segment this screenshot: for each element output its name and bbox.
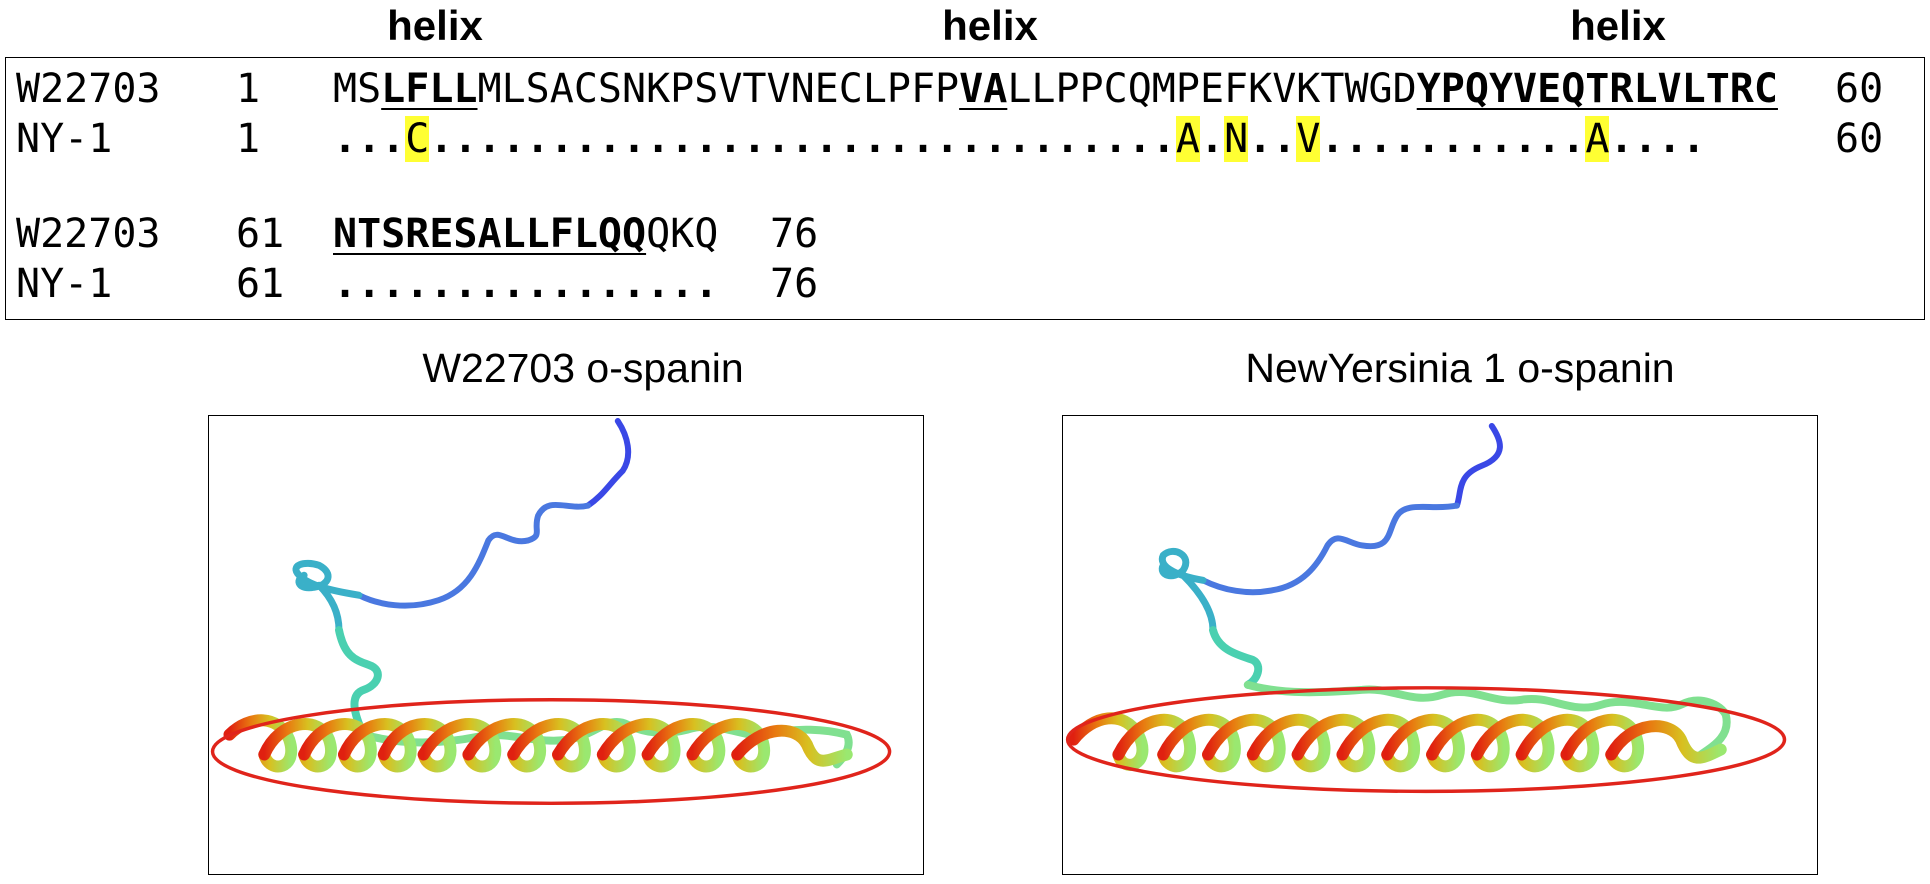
- seq-segment: ................: [333, 261, 719, 307]
- seq-segment: ....: [1609, 116, 1706, 162]
- seq-start-w22703-1: 1: [236, 66, 261, 112]
- seq-segment: .: [1199, 116, 1225, 162]
- alpha-helix: [1067, 712, 1727, 773]
- seq-ny1-1: ...C...............................A.N..…: [333, 115, 1706, 163]
- coil-n-terminal: [584, 417, 632, 509]
- coil-teal: [335, 626, 382, 739]
- seq-w22703-2: NTSRESALLFLQQQKQ: [333, 210, 718, 258]
- seq-segment: ...........: [1320, 116, 1586, 162]
- seq-segment: NTSRESALLFLQQ: [333, 211, 647, 257]
- coil-cyan-knot: [1158, 547, 1217, 634]
- seq-segment: LLPPCQMPEFKVKTWGD: [1007, 66, 1417, 112]
- seq-w22703-1: MSLFLLMLSACSNKPSVTVNECLPFPVALLPPCQMPEFKV…: [333, 65, 1778, 113]
- helix-label-3: helix: [1570, 2, 1666, 49]
- seq-segment: VA: [959, 66, 1008, 112]
- seq-start-w22703-2: 61: [236, 211, 285, 257]
- seq-end-ny1-1: 60: [1835, 116, 1884, 162]
- seq-ny1-2: ................: [333, 260, 718, 308]
- left-structure-panel: [208, 415, 924, 875]
- coil-blue-loop: [1200, 502, 1460, 596]
- coil-cyan-knot: [292, 559, 363, 634]
- seq-segment: QKQ: [646, 211, 719, 257]
- seq-segment: LFLL: [381, 66, 478, 112]
- right-structure-panel: [1062, 415, 1818, 875]
- seq-name-ny1-1: NY-1: [16, 116, 113, 162]
- seq-segment: MS: [333, 66, 382, 112]
- seq-name-w22703-2: W22703: [16, 211, 161, 257]
- seq-segment: ...: [333, 116, 406, 162]
- seq-segment: A: [1585, 116, 1610, 162]
- seq-end-ny1-2: 76: [770, 261, 819, 307]
- seq-segment: ...............................: [429, 116, 1176, 162]
- seq-segment: YPQYVEQTRLVLTRC: [1416, 66, 1778, 112]
- seq-segment: ..: [1248, 116, 1297, 162]
- seq-name-w22703-1: W22703: [16, 66, 161, 112]
- helix-label-1: helix: [387, 2, 483, 49]
- seq-end-w22703-2: 76: [770, 211, 819, 257]
- helix-label-2: helix: [942, 2, 1038, 49]
- newyersinia1-structure-image: [1065, 422, 1787, 794]
- seq-segment: MLSACSNKPSVTVNECLPFP: [477, 66, 960, 112]
- right-panel-title: NewYersinia 1 o-spanin: [1245, 345, 1675, 391]
- sequence-alignment-box: [5, 57, 1925, 320]
- seq-segment: N: [1224, 116, 1249, 162]
- alpha-helix: [223, 714, 853, 773]
- w22703-structure-image: [210, 417, 892, 806]
- seq-segment: C: [405, 116, 430, 162]
- coil-teal: [1209, 626, 1263, 689]
- left-panel-title: W22703 o-spanin: [422, 345, 744, 391]
- seq-end-w22703-1: 60: [1835, 66, 1884, 112]
- seq-start-ny1-2: 61: [236, 261, 285, 307]
- coil-n-terminal: [1453, 422, 1503, 509]
- seq-name-ny1-2: NY-1: [16, 261, 113, 307]
- seq-segment: A: [1175, 116, 1200, 162]
- seq-segment: V: [1296, 116, 1321, 162]
- seq-start-ny1-1: 1: [236, 116, 261, 162]
- helix-highlight-ellipse: [210, 698, 892, 806]
- coil-blue-loop: [355, 501, 591, 609]
- helix-highlight-ellipse: [1065, 686, 1787, 794]
